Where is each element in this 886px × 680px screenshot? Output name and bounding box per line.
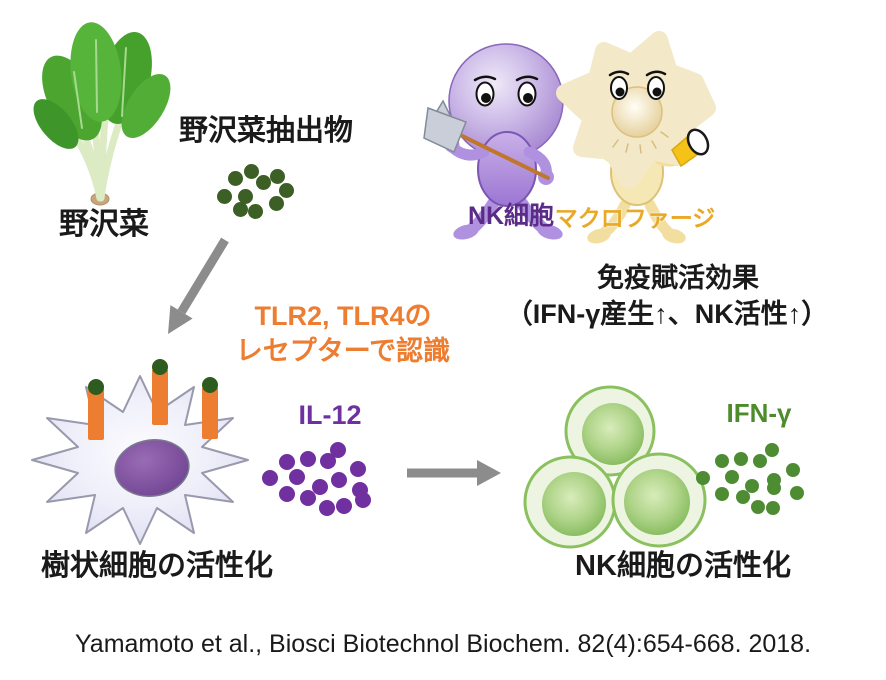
macrophage-eyes-icon: [608, 70, 667, 100]
dendritic-caption: 樹状細胞の活性化: [40, 550, 274, 582]
ifn-gamma-label: IFN-γ: [726, 398, 792, 428]
arrow-down-icon: [168, 237, 229, 334]
nk-character-label: NK細胞: [467, 202, 555, 230]
tlr-note-line1: TLR2, TLR4の: [254, 301, 432, 331]
megaphone-icon: [671, 128, 710, 168]
nk-cells-illustration: [523, 385, 707, 549]
nk-caption: NK細胞の活性化: [575, 550, 791, 582]
nozawana-illustration: [33, 22, 171, 206]
arrow-right-icon: [407, 460, 501, 486]
immune-effect-detail: （IFN-γ産生↑、NK活性↑）: [505, 299, 829, 329]
tlr-receptors: [88, 359, 218, 440]
citation: Yamamoto et al., Biosci Biotechnol Bioch…: [74, 630, 812, 658]
macrophage-label: マクロファージ: [554, 205, 716, 231]
dendritic-cell-illustration: [31, 359, 249, 545]
nk-cell-character: [423, 43, 564, 240]
vegetable-label: 野沢菜: [59, 208, 149, 241]
immune-effect-title: 免疫賦活効果: [597, 263, 759, 293]
tlr-note-line2: レセプターで認識: [235, 336, 451, 366]
nk-eyes-icon: [473, 75, 539, 107]
il12-label: IL-12: [298, 400, 362, 430]
extract-label: 野沢菜抽出物: [178, 115, 354, 147]
axe-icon: [423, 99, 550, 180]
macrophage-character: [556, 31, 716, 244]
